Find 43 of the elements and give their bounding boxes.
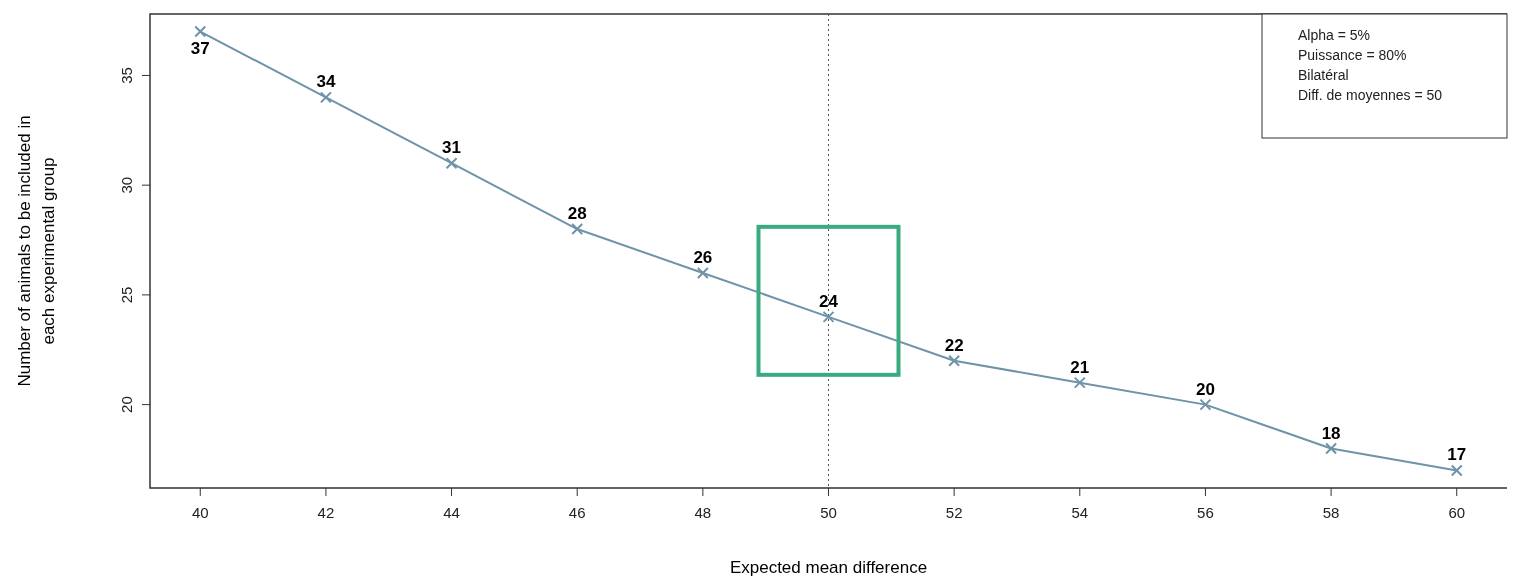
x-tick-label: 52	[945, 504, 963, 521]
point	[1325, 442, 1338, 455]
annotation: Alpha = 5%	[1298, 27, 1370, 43]
x-tick-label: 50	[820, 504, 837, 521]
data-label: 18	[1321, 423, 1341, 443]
data-label: 20	[1195, 379, 1215, 399]
point	[1199, 398, 1212, 411]
point	[194, 25, 207, 38]
data-label: 22	[944, 335, 964, 355]
x-tick-label: 44	[443, 504, 460, 521]
point	[445, 157, 458, 170]
x-axis-title: Expected mean difference	[729, 558, 928, 577]
y-tick-label: 30	[118, 176, 135, 194]
point	[1073, 376, 1086, 389]
x-tick-label: 48	[694, 504, 712, 521]
y-tick-label: 35	[118, 67, 135, 84]
y-tick-label: 20	[118, 396, 135, 413]
data-label: 34	[316, 72, 336, 92]
x-tick-label: 42	[317, 504, 335, 521]
point	[948, 354, 961, 367]
annotation: Diff. de moyennes = 50	[1298, 87, 1443, 103]
y-axis-title: Number of animals to be included in each experimental group	[15, 115, 58, 387]
annotation: Bilatéral	[1298, 67, 1349, 83]
data-label: 26	[693, 247, 713, 267]
x-tick-label: 46	[568, 504, 586, 521]
point	[319, 91, 332, 104]
data-label: 17	[1447, 445, 1467, 465]
data-label: 21	[1070, 357, 1090, 377]
annotation: Puissance = 80%	[1298, 47, 1407, 63]
x-tick-label: 40	[191, 504, 209, 521]
x-tick-label: 60	[1448, 504, 1466, 521]
x-tick-label: 54	[1071, 504, 1089, 521]
y-tick-label: 25	[118, 286, 135, 304]
point	[822, 310, 835, 323]
data-label: 31	[442, 138, 462, 158]
data-label: 24	[819, 291, 839, 311]
data-label: 28	[567, 204, 587, 224]
point	[1450, 464, 1463, 477]
x-tick-label: 58	[1322, 504, 1340, 521]
x-tick-label: 56	[1197, 504, 1214, 521]
data-label: 37	[190, 38, 210, 58]
point	[696, 266, 709, 279]
point	[571, 223, 584, 236]
